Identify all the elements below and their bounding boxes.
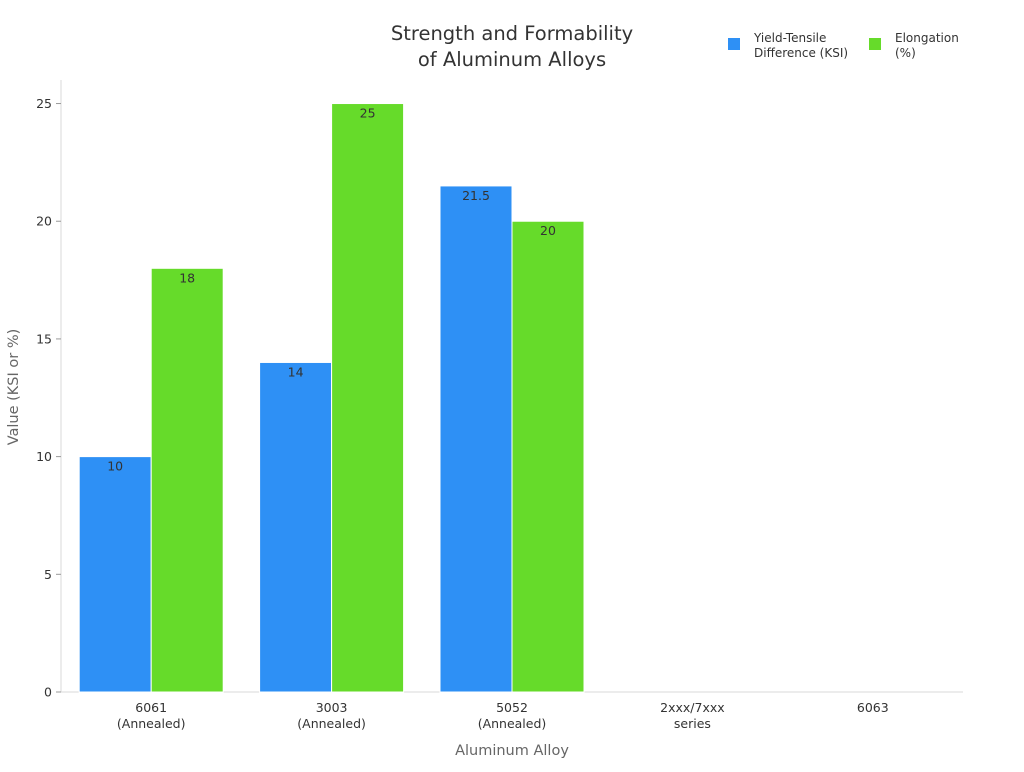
y-tick-label: 15 bbox=[36, 331, 52, 346]
data-label: 14 bbox=[288, 364, 304, 379]
x-axis-title: Aluminum Alloy bbox=[455, 743, 569, 759]
data-label: 10 bbox=[107, 459, 123, 474]
legend: Yield-Tensile Difference (KSI) Elongation(… bbox=[728, 31, 959, 60]
legend-label-2: Elongation (%) bbox=[895, 31, 959, 60]
data-label: 25 bbox=[360, 106, 376, 121]
y-tick-label: 25 bbox=[36, 96, 52, 111]
data-label: 21.5 bbox=[462, 188, 490, 203]
bar-series1-1 bbox=[78, 456, 152, 693]
chart-title: Strength and Formability of Aluminum Allo… bbox=[391, 22, 633, 71]
bars bbox=[78, 103, 585, 693]
bar-series2-2 bbox=[331, 103, 405, 693]
data-labels: 10 14 21.5 18 25 20 bbox=[107, 106, 556, 474]
x-tick-label: 6063 bbox=[857, 700, 889, 715]
y-tick-label: 20 bbox=[36, 214, 52, 229]
y-tick-label: 5 bbox=[44, 567, 52, 582]
y-tick-label: 0 bbox=[44, 685, 52, 700]
y-tick-label: 10 bbox=[36, 449, 52, 464]
bar-series2-3 bbox=[511, 220, 585, 693]
axes: 0 5 10 15 20 25 6061 (Annealed) 3003 (Annealed) 50… bbox=[6, 80, 963, 759]
bar-series1-3 bbox=[439, 185, 513, 693]
data-label: 20 bbox=[540, 223, 556, 238]
legend-swatch-1 bbox=[728, 38, 740, 50]
legend-label-1: Yield-Tensile Difference (KSI) bbox=[753, 31, 848, 60]
x-tick-label: 2xxx/7xxx series bbox=[660, 700, 725, 731]
x-tick-label: 6061 (Annealed) bbox=[117, 700, 186, 731]
data-label: 18 bbox=[179, 270, 195, 285]
chart-title-text: Strength and Formability of Aluminum Allo… bbox=[391, 22, 633, 71]
bar-series2-1 bbox=[150, 267, 224, 693]
x-tick-label: 5052 (Annealed) bbox=[478, 700, 547, 731]
bar-series1-2 bbox=[259, 361, 333, 693]
legend-swatch-2 bbox=[869, 38, 881, 50]
x-tick-label: 3003 (Annealed) bbox=[297, 700, 366, 731]
y-axis-title: Value (KSI or %) bbox=[6, 329, 22, 446]
